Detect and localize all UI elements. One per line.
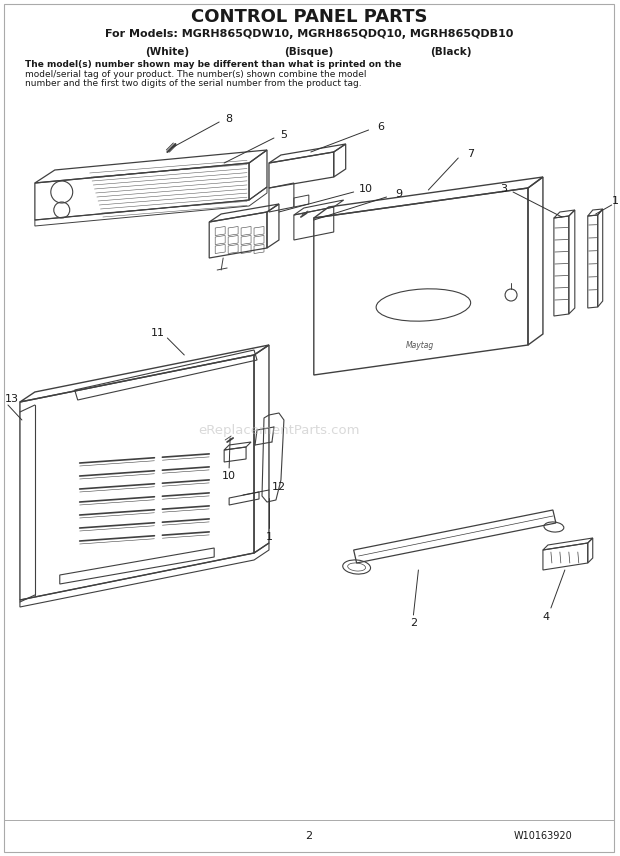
Text: 6: 6	[377, 122, 384, 132]
Text: 10: 10	[222, 471, 236, 481]
Text: 1: 1	[265, 532, 272, 542]
Text: 7: 7	[467, 149, 474, 159]
Text: 10: 10	[358, 184, 373, 194]
Text: 9: 9	[395, 189, 402, 199]
Text: 13: 13	[5, 394, 19, 404]
Text: 3: 3	[500, 184, 508, 194]
Text: 8: 8	[226, 114, 232, 124]
Text: Maytag: Maytag	[406, 341, 435, 349]
Text: The model(s) number shown may be different than what is printed on the: The model(s) number shown may be differe…	[25, 60, 401, 69]
Text: eReplacementParts.com: eReplacementParts.com	[198, 424, 360, 437]
Text: (White): (White)	[144, 47, 189, 57]
Text: 11: 11	[151, 328, 164, 338]
Text: 1: 1	[612, 196, 619, 206]
Text: W10163920: W10163920	[513, 831, 572, 841]
Text: 12: 12	[272, 482, 286, 492]
Text: model/serial tag of your product. The number(s) shown combine the model: model/serial tag of your product. The nu…	[25, 70, 366, 79]
Text: For Models: MGRH865QDW10, MGRH865QDQ10, MGRH865QDB10: For Models: MGRH865QDW10, MGRH865QDQ10, …	[105, 29, 513, 39]
Text: CONTROL PANEL PARTS: CONTROL PANEL PARTS	[190, 8, 427, 26]
Text: (Bisque): (Bisque)	[284, 47, 334, 57]
Text: 5: 5	[280, 130, 288, 140]
Text: number and the first two digits of the serial number from the product tag.: number and the first two digits of the s…	[25, 79, 361, 88]
Text: 2: 2	[305, 831, 312, 841]
Text: 4: 4	[542, 612, 549, 622]
Text: 2: 2	[410, 618, 417, 628]
Text: (Black): (Black)	[430, 47, 472, 57]
